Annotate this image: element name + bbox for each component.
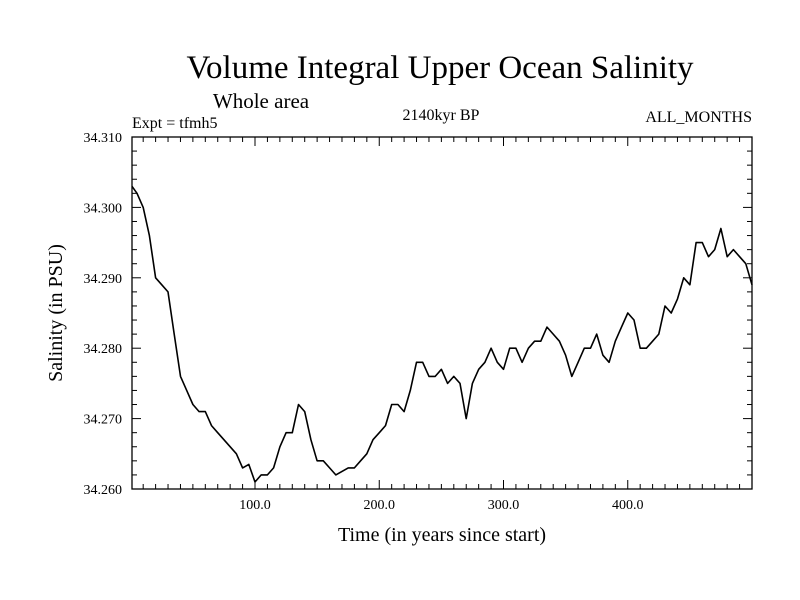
plot-frame <box>131 136 753 490</box>
x-axis-ticks: 100.0 200.0 300.0 400.0 <box>142 137 741 513</box>
y-tick-label: 34.310 <box>84 131 123 146</box>
x-tick-label: 300.0 <box>488 498 520 513</box>
y-tick-label: 34.280 <box>84 342 123 357</box>
x-tick-label: 100.0 <box>239 498 271 513</box>
x-tick-label: 200.0 <box>364 498 396 513</box>
y-tick-label: 34.270 <box>84 413 123 428</box>
series-line <box>131 185 753 483</box>
experiment-label: Expt = tfmh5 <box>132 115 217 132</box>
x-tick-label: 400.0 <box>612 498 644 513</box>
y-tick-label: 34.260 <box>84 483 123 498</box>
chart-subtitle: Whole area <box>213 89 310 113</box>
chart-title: Volume Integral Upper Ocean Salinity <box>186 50 694 86</box>
y-axis-label: Salinity (in PSU) <box>45 244 67 382</box>
x-axis-label: Time (in years since start) <box>338 524 546 546</box>
y-tick-label: 34.290 <box>84 272 123 287</box>
series-layer <box>131 185 753 483</box>
months-label: ALL_MONTHS <box>645 109 752 126</box>
period-label: 2140kyr BP <box>403 107 480 124</box>
y-tick-label: 34.300 <box>84 201 123 216</box>
y-axis-ticks: 34.260 34.270 34.280 34.290 34.300 34.310 <box>84 131 752 498</box>
